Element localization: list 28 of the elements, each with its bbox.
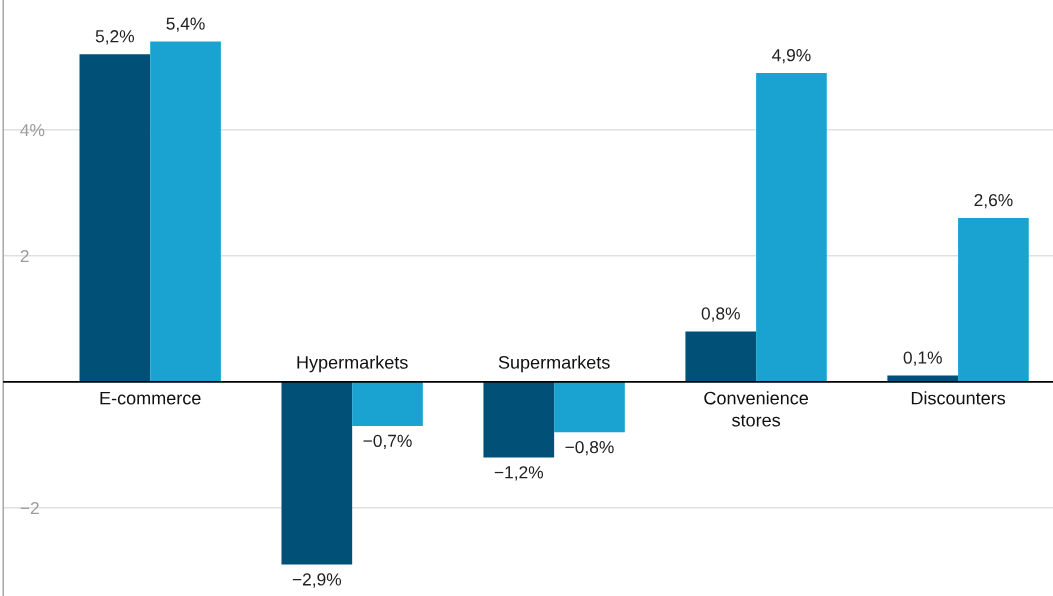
- bar: [352, 381, 423, 426]
- y-tick-label: 2: [20, 249, 29, 263]
- bar: [887, 375, 959, 382]
- data-label: 0,1%: [903, 351, 942, 366]
- y-tick-label: 4%: [20, 124, 45, 137]
- data-label: 2,6%: [974, 193, 1013, 209]
- x-tick-label: Hypermarkets: [297, 355, 408, 373]
- bar: [150, 41, 221, 382]
- bar: [483, 381, 555, 458]
- x-tick-label: Convenience stores: [704, 391, 808, 427]
- bar: [756, 73, 827, 382]
- x-tick-label: Supermarkets: [498, 355, 610, 373]
- data-label: 4,9%: [772, 49, 811, 64]
- data-label: −1,2%: [494, 466, 544, 481]
- y-tick-label: −2: [20, 501, 39, 515]
- data-label: 0,8%: [701, 307, 740, 322]
- bar: [554, 381, 625, 433]
- bar: [79, 54, 151, 382]
- data-label: 5,4%: [166, 17, 205, 32]
- bar: [958, 217, 1029, 382]
- data-label: 5,2%: [95, 30, 135, 45]
- data-label: −0,7%: [363, 434, 412, 450]
- data-label: −2,9%: [292, 573, 342, 588]
- data-label: −0,8%: [565, 440, 614, 456]
- x-tick-label: Discounters: [911, 391, 1006, 405]
- bar: [685, 331, 757, 382]
- x-tick-label: E-commerce: [100, 391, 201, 405]
- bar: [281, 381, 353, 565]
